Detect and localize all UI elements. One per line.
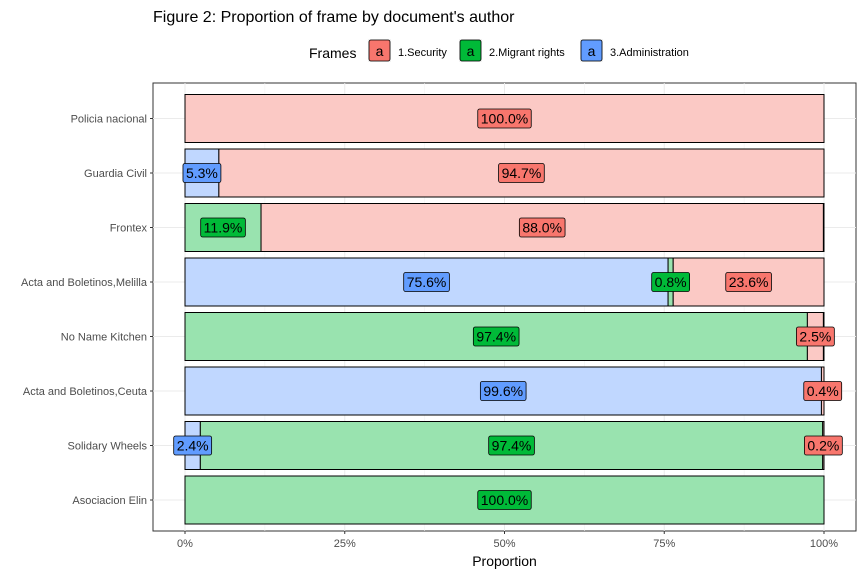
data-label-text: 99.6% (483, 383, 523, 399)
legend-label: 2.Migrant rights (489, 47, 565, 59)
data-label-box (488, 435, 535, 456)
data-label-box (498, 163, 545, 183)
data-label: 100.0% (477, 108, 532, 129)
bar-outline (184, 94, 825, 143)
data-label-text: 94.7% (502, 165, 542, 181)
y-tick-label: Solidary Wheels (68, 441, 148, 453)
bar-outline (184, 475, 825, 525)
bar-outline (184, 257, 825, 307)
legend-label: 1.Security (398, 47, 447, 59)
data-label-text: 97.4% (492, 438, 532, 454)
data-label-box (477, 490, 532, 510)
data-label-text: 2.4% (177, 438, 209, 454)
data-label: 0.4% (803, 381, 843, 401)
data-label-text: 97.4% (476, 329, 516, 345)
data-label: 0.8% (651, 272, 691, 292)
chart-title: Figure 2: Proportion of frame by documen… (153, 9, 515, 26)
data-label-box (477, 108, 532, 129)
data-label-box (173, 435, 213, 456)
data-label-box (518, 217, 566, 238)
legend-key-swatch (459, 39, 482, 62)
data-label-text: 23.6% (729, 274, 769, 290)
legend-label: 3.Administration (610, 47, 689, 59)
data-label: 97.4% (472, 326, 520, 347)
data-label-box (725, 272, 772, 292)
y-tick-label: Acta and Boletinos,Melilla (21, 277, 148, 289)
data-label: 11.9% (200, 217, 246, 238)
y-tick-label: Acta and Boletinos,Ceuta (23, 386, 148, 398)
y-tick-label: No Name Kitchen (61, 332, 147, 344)
data-label-text: 0.4% (807, 383, 839, 399)
x-tick-label: 25% (334, 538, 356, 550)
data-label: 2.4% (173, 435, 213, 456)
data-label-text: 5.3% (186, 165, 218, 181)
data-label-text: 75.6% (407, 274, 447, 290)
x-tick-label: 100% (810, 538, 838, 550)
data-label-text: 100.0% (481, 492, 528, 508)
data-label: 88.0% (518, 217, 566, 238)
legend-key-glyph: a (376, 43, 384, 59)
data-label: 94.7% (498, 163, 545, 183)
data-label: 99.6% (479, 381, 527, 401)
data-labels: 100.0% 5.3% 94.7% 11.9% 88.0% 75.6% 0.8% 23.6% 9… (173, 108, 843, 510)
legend: Frames a 1.Security a 2.Migrant rights a 3.Ad… (309, 39, 689, 62)
legend-key-glyph: a (588, 43, 596, 59)
data-label: 5.3% (182, 163, 222, 183)
legend-title: Frames (309, 45, 356, 61)
data-label: 2.5% (796, 326, 835, 347)
data-label-box (200, 217, 246, 238)
data-label-box (796, 326, 835, 347)
data-label-text: 88.0% (522, 220, 562, 236)
x-tick-label: 75% (653, 538, 675, 550)
x-axis-title: Proportion (472, 553, 537, 569)
y-tick-label: Asociacion Elin (72, 495, 147, 507)
data-label-box (651, 272, 691, 292)
legend-key: a (459, 39, 482, 62)
data-label-box (479, 381, 527, 401)
data-label-box (182, 163, 222, 183)
plot-panel: 100.0% 5.3% 94.7% 11.9% 88.0% 75.6% 0.8% 23.6% 9… (21, 82, 857, 550)
data-label: 23.6% (725, 272, 772, 292)
data-label-text: 100.0% (481, 111, 528, 127)
data-label-text: 2.5% (799, 329, 831, 345)
data-label: 75.6% (403, 272, 450, 292)
legend-key-swatch (580, 39, 603, 62)
data-label: 0.2% (804, 435, 843, 456)
data-label: 100.0% (477, 490, 532, 510)
y-tick-label: Policia nacional (71, 114, 147, 126)
data-label-text: 0.2% (807, 438, 839, 454)
y-tick-label: Frontex (110, 223, 148, 235)
legend-key-glyph: a (467, 43, 475, 59)
data-label-text: 11.9% (204, 220, 243, 236)
x-tick-label: 0% (177, 538, 193, 550)
data-label-text: 0.8% (655, 274, 687, 290)
x-tick-label: 50% (493, 538, 515, 550)
data-label-box (403, 272, 450, 292)
bar-outline (184, 203, 825, 252)
data-label-box (472, 326, 520, 347)
legend-key: a (368, 39, 391, 62)
data-label-box (804, 435, 843, 456)
y-tick-label: Guardia Civil (84, 168, 147, 180)
legend-key: a (580, 39, 603, 62)
legend-key-swatch (368, 39, 391, 62)
data-label: 97.4% (488, 435, 535, 456)
data-label-box (803, 381, 843, 401)
